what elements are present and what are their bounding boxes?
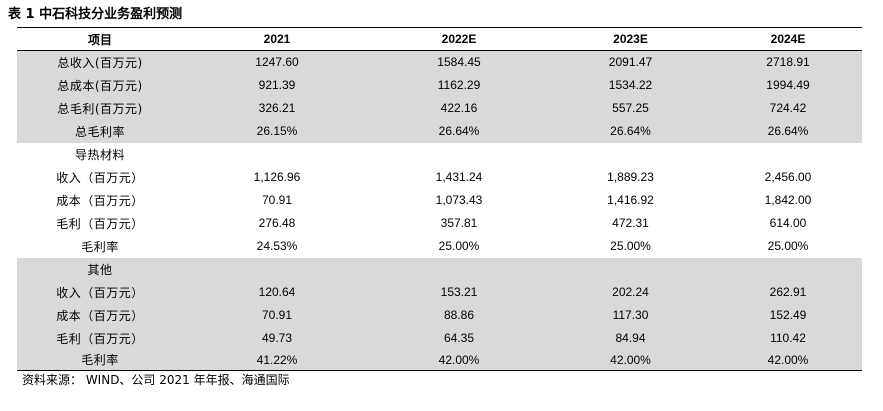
cell-value: 1994.49 xyxy=(714,73,862,97)
cell-value xyxy=(714,257,862,281)
cell-value: 202.24 xyxy=(547,280,714,304)
cell-value: 1,842.00 xyxy=(764,193,812,207)
cell-value: 1,431.24 xyxy=(435,170,483,184)
header-year: 2024E xyxy=(714,27,862,51)
header-year: 2021 xyxy=(183,27,371,51)
forecast-table: 项目 2021 2022E 2023E 2024E 总收入(百万元) 1247.… xyxy=(17,27,862,371)
cell-value: 25.00% xyxy=(610,239,651,253)
cell-value: 88.86 xyxy=(371,303,547,327)
cell-value xyxy=(547,143,714,166)
table-row: 收入（百万元） 120.64 153.21 202.24 262.91 xyxy=(17,280,862,304)
cell-value: 1,126.96 xyxy=(253,170,301,184)
table-row: 毛利（百万元） 49.73 64.35 84.94 110.42 xyxy=(17,326,862,350)
cell-value xyxy=(371,257,547,281)
cell-value xyxy=(547,257,714,281)
cell-value: 1162.29 xyxy=(371,73,547,97)
cell-value xyxy=(183,257,371,281)
cell-value: 472.31 xyxy=(612,216,649,230)
cell-value xyxy=(371,143,547,166)
cell-value: 42.00% xyxy=(371,349,547,371)
table-row: 总毛利(百万元) 326.21 422.16 557.25 724.42 xyxy=(17,96,862,120)
cell-value: 25.00% xyxy=(438,239,480,253)
header-item: 项目 xyxy=(17,27,183,51)
cell-value: 117.30 xyxy=(547,303,714,327)
cell-value: 1,416.92 xyxy=(607,193,654,207)
cell-value: 614.00 xyxy=(769,216,807,230)
cell-value xyxy=(183,143,371,166)
cell-value: 25.00% xyxy=(767,239,809,253)
row-label: 成本（百万元） xyxy=(56,193,144,208)
row-label: 收入（百万元） xyxy=(17,280,183,304)
cell-value: 26.64% xyxy=(547,119,714,143)
table-row: 收入（百万元） 1,126.96 1,431.24 1,889.23 2,456… xyxy=(17,166,862,189)
cell-value: 276.48 xyxy=(258,216,296,230)
cell-value: 1,073.43 xyxy=(435,193,483,207)
table-row: 总收入(百万元) 1247.60 1584.45 2091.47 2718.91 xyxy=(17,50,862,74)
cell-value: 42.00% xyxy=(547,349,714,371)
row-label: 毛利（百万元） xyxy=(17,326,183,350)
cell-value: 26.64% xyxy=(714,119,862,143)
cell-value: 70.91 xyxy=(183,303,371,327)
cell-value: 64.35 xyxy=(371,326,547,350)
cell-value: 110.42 xyxy=(714,326,862,350)
cell-value: 557.25 xyxy=(547,96,714,120)
table-row: 毛利（百万元） 276.48 357.81 472.31 614.00 xyxy=(17,212,862,235)
cell-value: 724.42 xyxy=(714,96,862,120)
row-label: 成本（百万元） xyxy=(17,303,183,327)
row-label: 总收入(百万元) xyxy=(17,50,183,74)
row-label: 总毛利率 xyxy=(17,119,183,143)
header-year: 2023E xyxy=(547,27,714,51)
section-label: 导热材料 xyxy=(74,147,125,162)
cell-value: 26.15% xyxy=(183,119,371,143)
cell-value: 262.91 xyxy=(714,280,862,304)
cell-value: 153.21 xyxy=(371,280,547,304)
row-label: 毛利率 xyxy=(17,349,183,371)
cell-value: 2091.47 xyxy=(547,50,714,74)
cell-value: 921.39 xyxy=(183,73,371,97)
header-row: 项目 2021 2022E 2023E 2024E xyxy=(17,27,862,51)
row-label: 毛利率 xyxy=(81,239,119,254)
cell-value: 326.21 xyxy=(183,96,371,120)
cell-value: 357.81 xyxy=(440,216,478,230)
row-label: 总毛利(百万元) xyxy=(17,96,183,120)
cell-value: 84.94 xyxy=(547,326,714,350)
cell-value: 1247.60 xyxy=(183,50,371,74)
table-row: 导热材料 xyxy=(17,143,862,166)
cell-value: 70.91 xyxy=(261,193,293,207)
cell-value: 26.64% xyxy=(371,119,547,143)
cell-value: 120.64 xyxy=(183,280,371,304)
section-label: 其他 xyxy=(17,257,183,281)
table-title: 表 1 中石科技分业务盈利预测 xyxy=(8,7,183,22)
table-row: 其他 xyxy=(17,257,862,281)
cell-value: 24.53% xyxy=(256,239,298,253)
row-label: 收入（百万元） xyxy=(56,170,144,185)
cell-value: 1,889.23 xyxy=(607,170,654,184)
table-row: 毛利率 24.53% 25.00% 25.00% 25.00% xyxy=(17,235,862,258)
table-row: 总成本(百万元) 921.39 1162.29 1534.22 1994.49 xyxy=(17,73,862,97)
table-row: 毛利率 41.22% 42.00% 42.00% 42.00% xyxy=(17,349,862,371)
row-label: 总成本(百万元) xyxy=(17,73,183,97)
row-label: 毛利（百万元） xyxy=(56,216,144,231)
cell-value: 49.73 xyxy=(183,326,371,350)
table-row: 成本（百万元） 70.91 1,073.43 1,416.92 1,842.00 xyxy=(17,189,862,212)
cell-value: 1584.45 xyxy=(371,50,547,74)
cell-value xyxy=(714,143,862,166)
cell-value: 2718.91 xyxy=(714,50,862,74)
cell-value: 41.22% xyxy=(183,349,371,371)
source-note: 资料来源： WIND、公司 2021 年年报、海通国际 xyxy=(22,373,290,387)
cell-value: 2,456.00 xyxy=(764,170,812,184)
cell-value: 42.00% xyxy=(714,349,862,371)
cell-value: 422.16 xyxy=(371,96,547,120)
table-row: 总毛利率 26.15% 26.64% 26.64% 26.64% xyxy=(17,119,862,143)
cell-value: 1534.22 xyxy=(547,73,714,97)
header-year: 2022E xyxy=(371,27,547,51)
cell-value: 152.49 xyxy=(714,303,862,327)
table-row: 成本（百万元） 70.91 88.86 117.30 152.49 xyxy=(17,303,862,327)
